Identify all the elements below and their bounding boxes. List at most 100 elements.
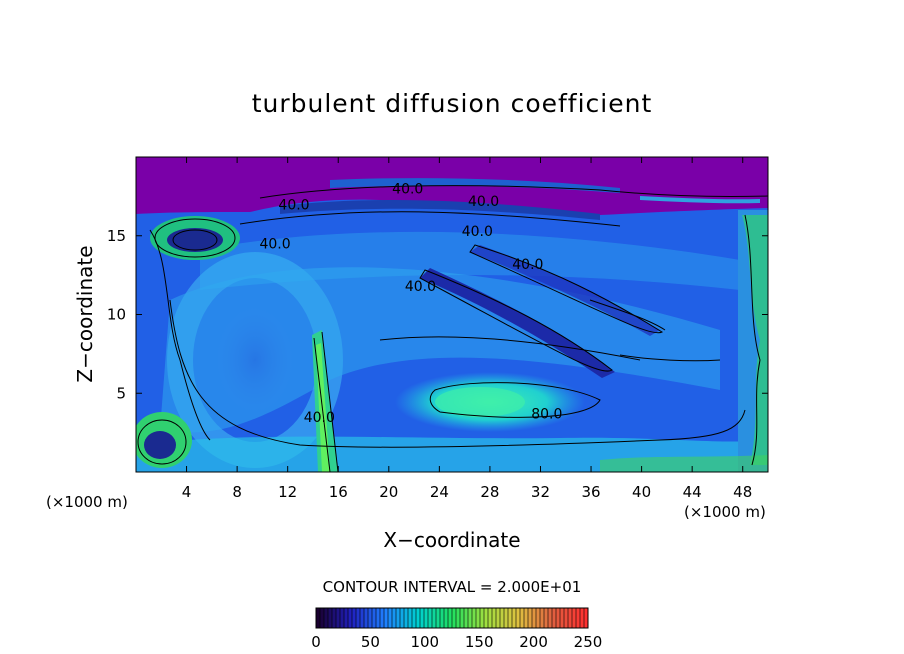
colorbar-swatch bbox=[352, 608, 357, 628]
x-tick-label: 44 bbox=[683, 483, 702, 501]
contour-labels: 40.0 40.0 40.0 40.0 40.0 40.0 40.0 40.0 80.0 bbox=[259, 182, 562, 426]
x-tick-label: 20 bbox=[379, 483, 398, 501]
colorbar-swatch bbox=[376, 608, 381, 628]
y-tick-label: 5 bbox=[116, 384, 126, 402]
field-dark-streak bbox=[420, 268, 615, 378]
x-tick-label: 28 bbox=[480, 483, 499, 501]
colorbar-swatch bbox=[564, 608, 569, 628]
colorbar-swatch bbox=[572, 608, 577, 628]
contour-line bbox=[619, 354, 721, 362]
contour-label: 40.0 bbox=[392, 182, 423, 198]
colorbar-swatch bbox=[420, 608, 425, 628]
colorbar-swatch bbox=[504, 608, 509, 628]
field-band-upper bbox=[200, 231, 740, 290]
colorbar-swatch bbox=[540, 608, 545, 628]
colorbar-swatch bbox=[372, 608, 377, 628]
colorbar-swatch bbox=[496, 608, 501, 628]
colorbar-swatch bbox=[580, 608, 585, 628]
colorbar-tick-label: 150 bbox=[465, 633, 494, 651]
colorbar-swatch bbox=[584, 608, 589, 628]
colorbar-swatch bbox=[424, 608, 429, 628]
colorbar-swatch bbox=[408, 608, 413, 628]
contour-line bbox=[239, 211, 621, 227]
colorbar-swatch bbox=[520, 608, 525, 628]
colorbar-swatch bbox=[356, 608, 361, 628]
colorbar-swatch bbox=[508, 608, 513, 628]
x-tick-label: 24 bbox=[430, 483, 449, 501]
y-tick-label: 15 bbox=[107, 227, 126, 245]
x-tick-label: 8 bbox=[232, 483, 242, 501]
contour-label: 40.0 bbox=[512, 257, 543, 273]
colorbar-swatch bbox=[316, 608, 321, 628]
x-tick-label: 36 bbox=[581, 483, 600, 501]
contour-line bbox=[149, 229, 211, 441]
contour-line bbox=[589, 299, 666, 331]
contour-line bbox=[429, 382, 601, 418]
contour-label: 40.0 bbox=[405, 279, 436, 295]
field-top-streak-3 bbox=[640, 196, 760, 204]
colorbar-swatch bbox=[548, 608, 553, 628]
colorbar-swatch bbox=[380, 608, 385, 628]
colorbar-swatch bbox=[488, 608, 493, 628]
colorbar-swatch bbox=[416, 608, 421, 628]
contour-label: 40.0 bbox=[278, 197, 309, 213]
contour-line bbox=[469, 244, 664, 334]
colorbar-tick-label: 0 bbox=[311, 633, 321, 651]
colorbar-swatch bbox=[412, 608, 417, 628]
colorbar-swatch bbox=[428, 608, 433, 628]
field-top-streak-2 bbox=[280, 200, 600, 220]
colorbar-swatch bbox=[388, 608, 393, 628]
colorbar-swatch bbox=[472, 608, 477, 628]
x-tick-label: 32 bbox=[531, 483, 550, 501]
colorbar-swatch bbox=[456, 608, 461, 628]
contour-interval-text: CONTOUR INTERVAL = 2.000E+01 bbox=[323, 578, 582, 596]
y-tick-label: 10 bbox=[107, 306, 126, 324]
colorbar-swatch bbox=[360, 608, 365, 628]
colorbar-swatch bbox=[532, 608, 537, 628]
colorbar-swatch bbox=[484, 608, 489, 628]
contour-label: 80.0 bbox=[531, 407, 562, 423]
colorbar-swatch bbox=[340, 608, 345, 628]
colorbar-swatch bbox=[492, 608, 497, 628]
contour-label: 40.0 bbox=[468, 194, 499, 210]
colorbar-swatch bbox=[320, 608, 325, 628]
y-axis-label: Z−coordinate bbox=[73, 245, 97, 382]
colorbar-swatch bbox=[452, 608, 457, 628]
colorbar-swatch bbox=[476, 608, 481, 628]
field-high-core bbox=[435, 387, 525, 417]
colorbar-swatch bbox=[440, 608, 445, 628]
contour-line bbox=[137, 419, 187, 465]
x-tick-label: 48 bbox=[733, 483, 752, 501]
colorbar-swatch bbox=[560, 608, 565, 628]
colorbar-swatch bbox=[524, 608, 529, 628]
colorbar-swatch bbox=[576, 608, 581, 628]
colorbar-swatch bbox=[404, 608, 409, 628]
colorbar-swatch bbox=[536, 608, 541, 628]
field-dark-streak-2 bbox=[470, 245, 660, 336]
colorbar: 0 50 100 150 200 250 bbox=[311, 607, 602, 651]
x-tick-label: 4 bbox=[182, 483, 192, 501]
colorbar-swatch bbox=[348, 608, 353, 628]
x-axis-label: X−coordinate bbox=[383, 528, 520, 552]
colorbar-swatch bbox=[568, 608, 573, 628]
x-axis: 4 8 12 16 20 24 28 32 36 40 44 48 bbox=[182, 157, 752, 501]
colorbar-swatch bbox=[396, 608, 401, 628]
colorbar-swatch bbox=[328, 608, 333, 628]
contour-line bbox=[419, 269, 613, 372]
colorbar-swatch bbox=[460, 608, 465, 628]
x-unit-right: (×1000 m) bbox=[684, 503, 766, 521]
colorbar-swatch bbox=[464, 608, 469, 628]
contour-line bbox=[379, 336, 641, 361]
colorbar-swatch bbox=[368, 608, 373, 628]
colorbar-swatch bbox=[364, 608, 369, 628]
x-unit-left: (×1000 m) bbox=[46, 493, 128, 511]
x-tick-label: 40 bbox=[632, 483, 651, 501]
colorbar-swatch bbox=[444, 608, 449, 628]
contour-label: 40.0 bbox=[304, 410, 335, 426]
contour-line bbox=[744, 214, 761, 466]
colorbar-swatch bbox=[556, 608, 561, 628]
colorbar-swatch bbox=[384, 608, 389, 628]
colorbar-swatch bbox=[336, 608, 341, 628]
colorbar-swatch bbox=[448, 608, 453, 628]
